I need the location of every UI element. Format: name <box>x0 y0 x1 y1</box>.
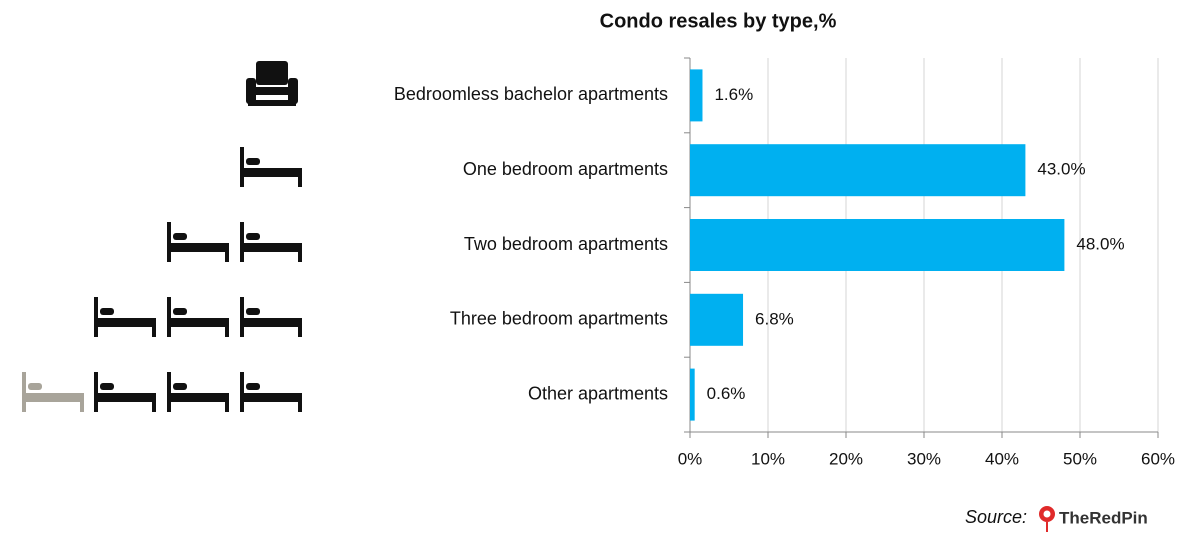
bed-icon <box>94 297 156 337</box>
category-label: Other apartments <box>528 383 668 403</box>
bed-icon <box>22 372 84 412</box>
bed-icon <box>167 372 229 412</box>
bar <box>690 219 1065 271</box>
value-label: 1.6% <box>714 85 753 104</box>
bar <box>690 368 695 421</box>
x-tick-label: 10% <box>751 449 785 468</box>
bed-icon <box>167 222 229 262</box>
category-label: One bedroom apartments <box>463 159 668 179</box>
bed-icon <box>167 297 229 337</box>
source-label: Source: <box>965 507 1027 527</box>
x-tick-label: 60% <box>1141 449 1175 468</box>
value-label: 6.8% <box>755 309 794 328</box>
bar <box>690 144 1026 197</box>
category-label: Two bedroom apartments <box>464 234 668 254</box>
value-label: 48.0% <box>1076 234 1124 253</box>
logo: TheRedPin <box>1039 506 1148 532</box>
x-tick-label: 20% <box>829 449 863 468</box>
value-label: 0.6% <box>707 384 746 403</box>
logo-text: TheRedPin <box>1059 508 1148 527</box>
x-tick-label: 40% <box>985 449 1019 468</box>
bed-icon <box>240 222 302 262</box>
armchair-icon <box>246 61 298 106</box>
x-tick-label: 50% <box>1063 449 1097 468</box>
bed-icon <box>240 147 302 187</box>
bed-icon <box>94 372 156 412</box>
category-label: Bedroomless bachelor apartments <box>394 84 668 104</box>
bed-icon <box>240 297 302 337</box>
bed-icon <box>240 372 302 412</box>
chart-title: Condo resales by type,% <box>600 10 837 32</box>
x-tick-label: 0% <box>678 449 703 468</box>
bar <box>690 293 744 346</box>
bar <box>690 69 703 122</box>
value-label: 43.0% <box>1037 160 1085 179</box>
category-label: Three bedroom apartments <box>450 309 668 329</box>
x-tick-label: 30% <box>907 449 941 468</box>
icons <box>22 61 302 412</box>
